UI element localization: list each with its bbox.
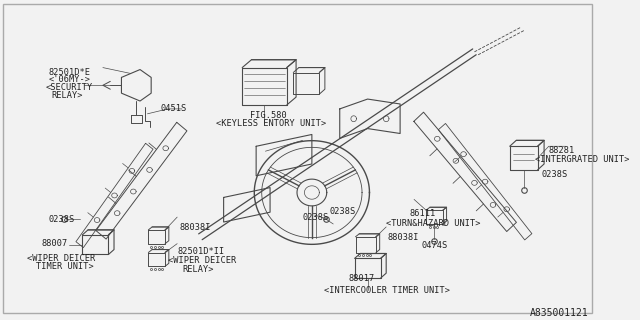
Text: <'06MY->: <'06MY->: [49, 76, 91, 84]
Text: 88038I: 88038I: [387, 233, 419, 242]
Text: 0238S: 0238S: [541, 170, 568, 179]
Text: 0474S: 0474S: [422, 241, 448, 250]
Text: TIMER UNIT>: TIMER UNIT>: [36, 262, 93, 271]
Text: 88007: 88007: [42, 239, 68, 248]
Text: 0238S: 0238S: [303, 213, 329, 222]
Text: <SECURITY: <SECURITY: [45, 83, 93, 92]
Text: 0451S: 0451S: [161, 104, 187, 113]
Text: 88281: 88281: [548, 146, 575, 155]
Text: 82501D*E: 82501D*E: [49, 68, 91, 76]
Text: 88017: 88017: [348, 274, 374, 283]
Text: <INTERCOOLER TIMER UNIT>: <INTERCOOLER TIMER UNIT>: [324, 286, 450, 295]
Text: <WIPER DEICER: <WIPER DEICER: [27, 254, 95, 263]
Text: 88038I: 88038I: [179, 223, 211, 232]
Text: <KEYLESS ENTORY UNIT>: <KEYLESS ENTORY UNIT>: [216, 119, 326, 128]
Text: <TURN&HAZARD UNIT>: <TURN&HAZARD UNIT>: [386, 219, 481, 228]
Text: 82501D*II: 82501D*II: [177, 247, 225, 256]
Text: <INTERGRATED UNIT>: <INTERGRATED UNIT>: [535, 155, 629, 164]
Text: 0238S: 0238S: [49, 215, 76, 224]
Text: FIG.580: FIG.580: [250, 111, 286, 120]
Text: 86111: 86111: [410, 209, 436, 218]
Text: A835001121: A835001121: [530, 308, 589, 317]
Text: RELAY>: RELAY>: [183, 265, 214, 274]
Text: <WIPER DEICER: <WIPER DEICER: [168, 256, 236, 266]
Text: RELAY>: RELAY>: [52, 91, 83, 100]
Text: 0238S: 0238S: [330, 207, 356, 216]
